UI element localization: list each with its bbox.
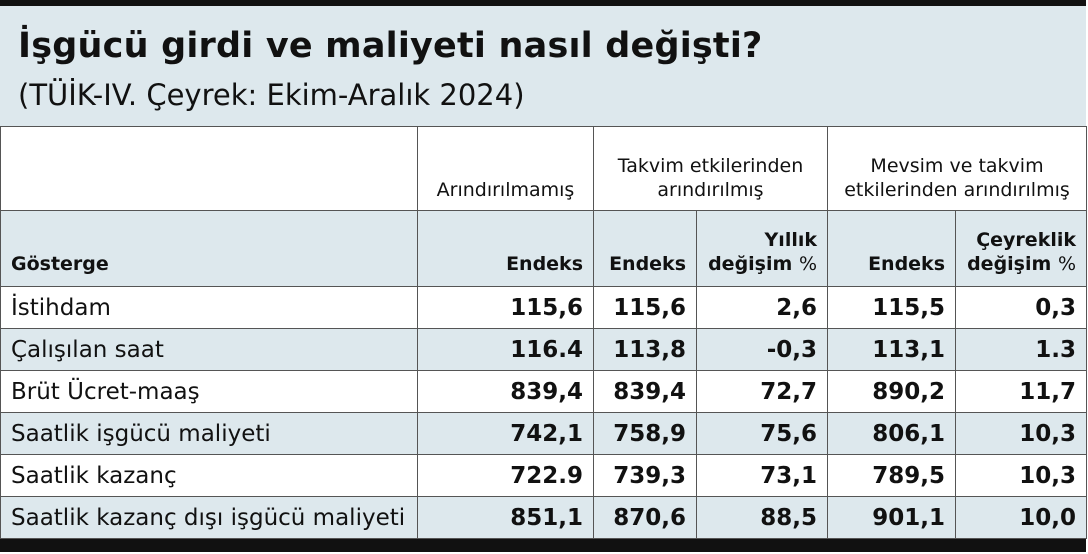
table-row: Saatlik kazanç dışı işgücü maliyeti 851,… [0,496,1087,539]
cell-calendar-index: 739,3 [593,454,697,497]
cell-seasonal-index: 115,5 [827,286,956,329]
cell-unadjusted-index: 742,1 [417,412,594,455]
cell-quarterly-change: 10,3 [955,412,1087,455]
cell-quarterly-change: 11,7 [955,370,1087,413]
sub-header-row: Gösterge Endeks Endeks Yıllık değişim % E… [0,210,1087,287]
cell-quarterly-change: 10,0 [955,496,1087,539]
cell-annual-change: 73,1 [696,454,828,497]
header-annual-change: Yıllık değişim % [696,210,828,287]
bottom-rule [0,539,1086,552]
row-label: İstihdam [0,286,418,329]
cell-annual-change: -0,3 [696,328,828,371]
cell-calendar-index: 115,6 [593,286,697,329]
page-title: İşgücü girdi ve maliyeti nasıl değişti? [18,26,763,66]
group-header-unadjusted: Arındırılmamış [417,126,594,211]
cell-annual-change: 72,7 [696,370,828,413]
cell-seasonal-index: 806,1 [827,412,956,455]
cell-unadjusted-index: 839,4 [417,370,594,413]
cell-calendar-index: 870,6 [593,496,697,539]
cell-seasonal-index: 789,5 [827,454,956,497]
row-label: Brüt Ücret-maaş [0,370,418,413]
row-label: Saatlik kazanç [0,454,418,497]
table-row: Saatlik kazanç 722.9 739,3 73,1 789,5 10… [0,454,1087,497]
cell-seasonal-index: 113,1 [827,328,956,371]
data-table: Arındırılmamış Takvim etkilerinden arındı… [0,126,1087,539]
cell-annual-change: 75,6 [696,412,828,455]
cell-quarterly-change: 1.3 [955,328,1087,371]
page-subtitle: (TÜİK-IV. Çeyrek: Ekim-Aralık 2024) [18,78,525,112]
header-unadjusted-index: Endeks [417,210,594,287]
cell-seasonal-index: 890,2 [827,370,956,413]
table-row: İstihdam 115,6 115,6 2,6 115,5 0,3 [0,286,1087,329]
cell-seasonal-index: 901,1 [827,496,956,539]
group-header-row: Arındırılmamış Takvim etkilerinden arındı… [0,126,1087,211]
table-row: Saatlik işgücü maliyeti 742,1 758,9 75,6… [0,412,1087,455]
table-row: Brüt Ücret-maaş 839,4 839,4 72,7 890,2 1… [0,370,1087,413]
group-header-empty [0,126,418,211]
cell-unadjusted-index: 851,1 [417,496,594,539]
group-header-seasonal: Mevsim ve takvim etkilerinden arındırılmı… [827,126,1087,211]
cell-calendar-index: 113,8 [593,328,697,371]
cell-calendar-index: 839,4 [593,370,697,413]
cell-unadjusted-index: 116.4 [417,328,594,371]
row-label: Saatlik kazanç dışı işgücü maliyeti [0,496,418,539]
cell-calendar-index: 758,9 [593,412,697,455]
title-header: İşgücü girdi ve maliyeti nasıl değişti? … [0,0,1086,126]
cell-annual-change: 88,5 [696,496,828,539]
cell-unadjusted-index: 115,6 [417,286,594,329]
header-quarterly-change: Çeyreklik değişim % [955,210,1087,287]
header-calendar-index: Endeks [593,210,697,287]
cell-quarterly-change: 0,3 [955,286,1087,329]
cell-unadjusted-index: 722.9 [417,454,594,497]
table-row: Çalışılan saat 116.4 113,8 -0,3 113,1 1.… [0,328,1087,371]
header-indicator: Gösterge [0,210,418,287]
row-label: Saatlik işgücü maliyeti [0,412,418,455]
cell-annual-change: 2,6 [696,286,828,329]
group-header-calendar: Takvim etkilerinden arındırılmış [593,126,828,211]
row-label: Çalışılan saat [0,328,418,371]
cell-quarterly-change: 10,3 [955,454,1087,497]
header-seasonal-index: Endeks [827,210,956,287]
